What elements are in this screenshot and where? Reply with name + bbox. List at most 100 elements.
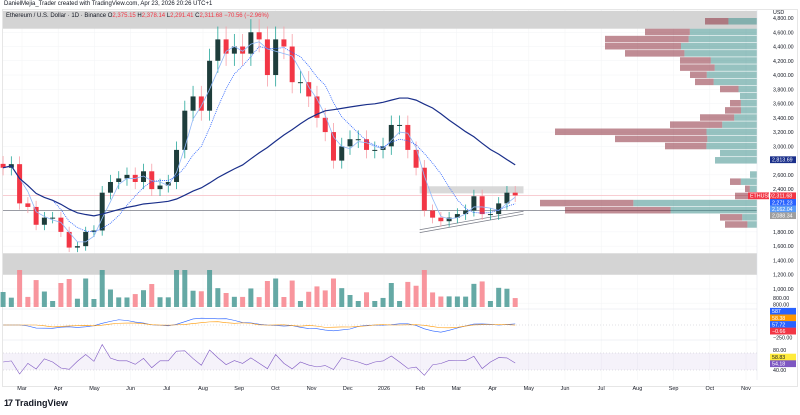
time-axis-label: Jun — [126, 386, 135, 392]
time-axis-label: Mar — [17, 386, 27, 392]
volume-bar — [198, 291, 204, 307]
low-value: 2,291.41 — [170, 13, 194, 19]
volume-bar — [454, 296, 460, 307]
volume-profile-up — [706, 142, 757, 150]
price-tick-label: 4,600.00 — [773, 30, 794, 36]
candle-body — [364, 139, 370, 150]
price-label-badge-bg — [770, 212, 796, 220]
candle-body — [99, 192, 105, 231]
rsi-badge: 58.83 — [772, 355, 785, 361]
volume-bar — [256, 297, 262, 307]
volume-bar — [512, 298, 518, 307]
time-axis-label: May — [524, 386, 535, 392]
price-tick-label: 4,200.00 — [773, 59, 794, 65]
volume-bar — [41, 291, 47, 307]
volume-profile-up — [720, 149, 757, 157]
volume-badge: 587 — [772, 309, 781, 315]
macd-badge-bg — [770, 314, 796, 322]
volume-bar — [364, 292, 370, 307]
candle-body — [471, 196, 477, 211]
volume-bar — [281, 297, 287, 307]
price-label-badge: 2,311.68 — [772, 194, 792, 200]
candle-body — [446, 217, 452, 222]
volume-bar — [496, 287, 502, 307]
volume-profile-up — [728, 18, 757, 25]
candle-body — [397, 124, 403, 126]
candle-body — [25, 203, 31, 207]
candle-body — [50, 217, 56, 219]
volume-profile-down — [605, 42, 681, 50]
candle-body — [330, 132, 336, 161]
volume-bar — [430, 292, 436, 307]
volume-profile-up — [734, 114, 757, 121]
price-label-badge: 2,088.34 — [772, 214, 793, 220]
volume-bar — [83, 278, 89, 307]
time-axis-label: 2026 — [378, 386, 390, 392]
time-axis-label: Jul — [598, 386, 605, 392]
candle-body — [512, 192, 518, 196]
volume-bar — [74, 298, 80, 307]
price-tick-label: 1,800.00 — [773, 230, 794, 236]
symbol-tag: ETHUSD — [750, 194, 772, 200]
candle-body — [0, 163, 6, 168]
volume-badge-bg — [770, 307, 796, 315]
volume-bar — [504, 288, 510, 307]
volume-bar — [471, 283, 477, 307]
candle-body — [182, 110, 188, 150]
candle-body — [355, 139, 361, 141]
volume-bar — [33, 280, 39, 307]
time-axis-label: Jun — [561, 386, 570, 392]
symbol-tag-bg — [748, 192, 769, 200]
candle-body — [322, 117, 328, 133]
volume-profile-up — [740, 92, 757, 100]
candle-body — [198, 96, 204, 111]
price-tick-label: 3,200.00 — [773, 130, 794, 136]
candle-body — [421, 167, 427, 211]
volume-profile-down — [745, 185, 750, 193]
price-tick-label: 3,000.00 — [773, 144, 794, 150]
supply-demand-zone — [3, 253, 757, 275]
candle-body — [256, 32, 262, 40]
volume-bar — [306, 291, 312, 307]
candle-body — [487, 214, 493, 216]
channel-line — [419, 213, 524, 233]
time-axis-label: Nov — [307, 386, 317, 392]
candle-body — [190, 96, 196, 111]
price-tick-label: 4,400.00 — [773, 45, 794, 51]
open-label: O — [107, 13, 113, 19]
candle-body — [289, 46, 295, 83]
symbol-title[interactable]: Ethereum / U.S. Dollar · 1D · Binance — [6, 13, 107, 19]
ma-fast-line — [2, 41, 516, 243]
candle-body — [124, 174, 130, 179]
volume-bar — [380, 297, 386, 307]
high-label: H — [137, 13, 142, 19]
candle-body — [339, 146, 345, 161]
volume-profile-down — [665, 142, 707, 150]
volume-bar — [157, 297, 163, 307]
footer-brand[interactable]: 17 TradingView — [4, 398, 68, 408]
volume-bar — [8, 297, 14, 307]
candle-body — [231, 46, 237, 54]
candle-body — [297, 82, 303, 84]
candle-body — [504, 192, 510, 204]
volume-profile-down — [540, 199, 634, 207]
candle-body — [165, 181, 171, 186]
candle-body — [83, 231, 89, 247]
volume-profile-down — [645, 28, 690, 36]
volume-profile-up — [747, 221, 757, 228]
price-tick-label: 2,400.00 — [773, 187, 794, 193]
volume-profile-down — [615, 135, 708, 143]
volume-profile-down — [735, 192, 749, 200]
volume-bar — [190, 290, 196, 307]
volume-bar — [372, 301, 378, 307]
volume-bar — [463, 296, 469, 307]
price-label-badge: 2,162.04 — [772, 207, 793, 213]
volume-bar — [297, 301, 303, 307]
volume-bar — [17, 270, 23, 307]
candle-body — [454, 214, 460, 218]
volume-bar — [215, 288, 221, 307]
volume-bar — [479, 281, 485, 307]
candle-body — [207, 60, 213, 111]
tradingview-logo-icon: 17 — [4, 398, 13, 408]
